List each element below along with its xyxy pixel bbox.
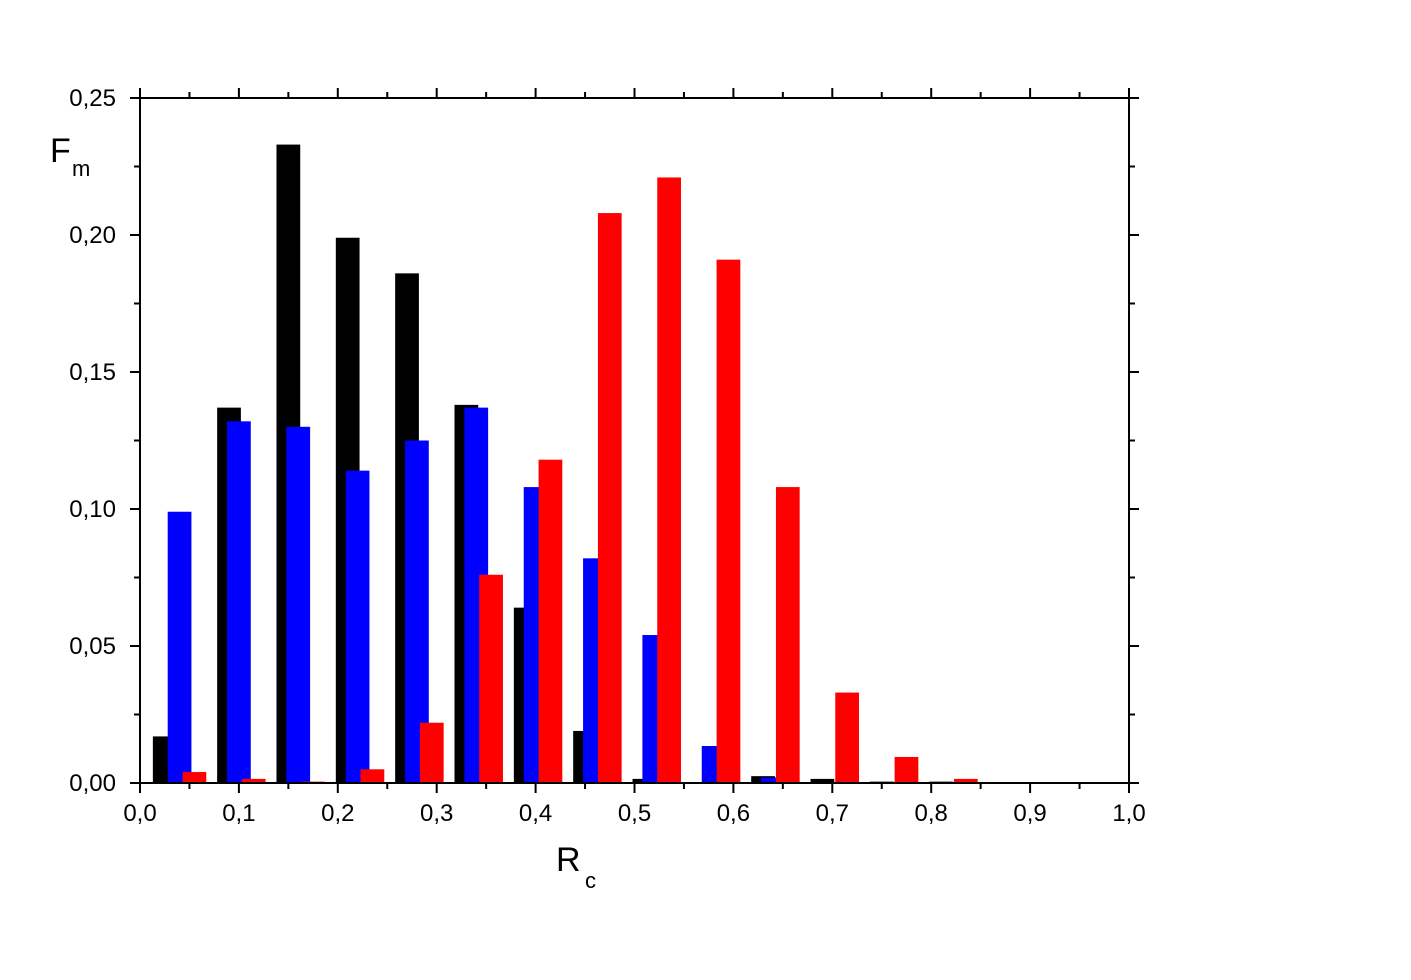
x-tick-label: 0,4: [519, 800, 552, 827]
bar-series-2-1: [167, 511, 192, 783]
bar-series-1-11: [810, 778, 835, 783]
axis-ticks: [130, 88, 1139, 793]
bar-series-3-2: [241, 778, 266, 783]
y-tick-label: 0,25: [69, 85, 116, 112]
x-tick-label: 1,0: [1112, 800, 1145, 827]
x-tick-label: 0,9: [1013, 800, 1046, 827]
bar-series-2-11: [761, 777, 785, 783]
y-tick-label: 0,10: [69, 496, 116, 523]
bar-series-3-14: [953, 778, 978, 783]
bar-series-2-4: [345, 470, 370, 783]
bar-series-2-3: [286, 426, 311, 783]
bar-series-2-5: [405, 440, 429, 783]
x-axis-title-main: R: [556, 841, 581, 879]
bar-series-3-4: [360, 769, 385, 783]
bars-layer: [152, 144, 978, 784]
x-axis-title: R: [556, 841, 581, 879]
bar-series-3-12: [835, 692, 860, 783]
y-tick-label: 0,20: [69, 222, 116, 249]
x-tick-label: 0,2: [321, 800, 354, 827]
x-tick-label: 0,6: [717, 800, 750, 827]
y-tick-label: 0,00: [69, 770, 116, 797]
bar-series-3-7: [538, 459, 563, 783]
bar-series-3-8: [597, 213, 622, 783]
x-tick-label: 0,3: [420, 800, 453, 827]
bar-series-3-9: [657, 177, 681, 783]
x-axis-title-subscript: c: [585, 868, 596, 893]
x-tick-label: 0,1: [222, 800, 255, 827]
x-tick-label: 0,7: [816, 800, 849, 827]
y-tick-label: 0,05: [69, 633, 116, 660]
bar-series-3-10: [716, 259, 741, 783]
y-axis-title-main: F: [50, 132, 71, 170]
bar-series-3-13: [894, 756, 919, 783]
bar-series-3-1: [182, 772, 207, 783]
axis-tick-labels: 0,0 0,1 0,2 0,3 0,4 0,5 0,6 0,7 0,8 0,9 1,0 0,00 0,0…: [69, 85, 1145, 827]
y-tick-label: 0,15: [69, 359, 116, 386]
bar-series-3-6: [479, 574, 503, 783]
x-tick-label: 0,5: [618, 800, 651, 827]
x-tick-label: 0,8: [915, 800, 948, 827]
x-tick-label: 0,0: [123, 800, 156, 827]
y-axis-title-subscript: m: [72, 156, 90, 181]
bar-series-3-5: [419, 722, 444, 783]
bar-series-2-2: [227, 421, 251, 783]
y-axis-title: F: [50, 132, 71, 170]
bar-series-3-11: [775, 487, 800, 783]
